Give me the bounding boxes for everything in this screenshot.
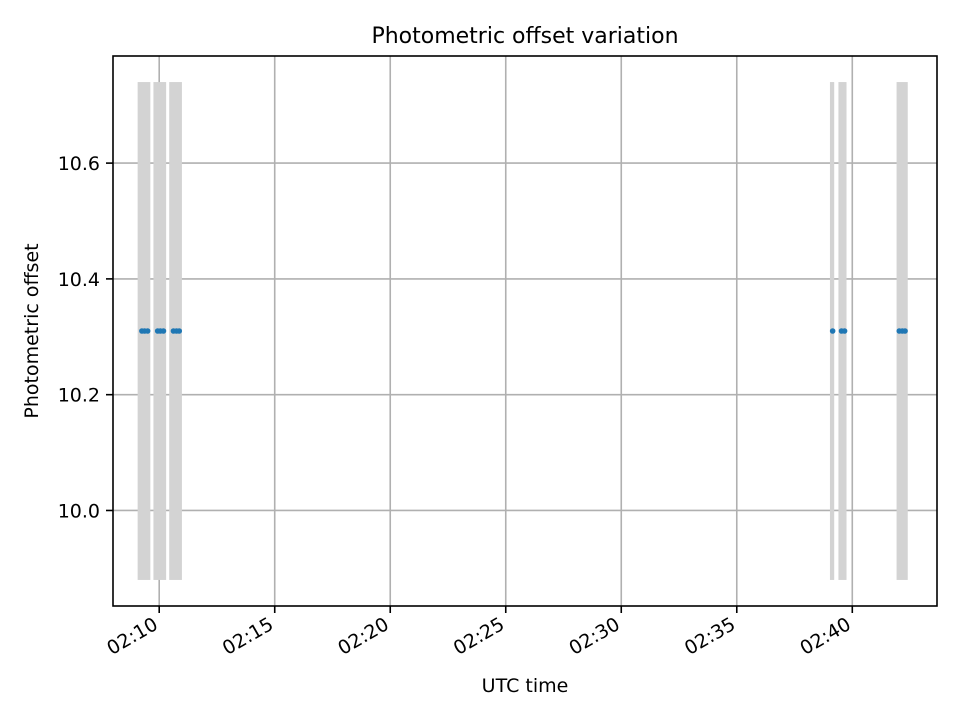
y-tick-label: 10.4 (58, 269, 100, 291)
data-point (902, 328, 908, 334)
y-tick-label: 10.0 (58, 500, 100, 522)
data-point (841, 328, 848, 334)
data-point (176, 328, 183, 334)
x-axis-label: UTC time (482, 675, 569, 697)
data-point (144, 328, 151, 334)
y-axis-label: Photometric offset (21, 243, 43, 418)
data-point (829, 328, 836, 334)
y-tick-label: 10.6 (58, 153, 100, 175)
plot-area: 02:10 02:15 02:20 02:25 02:30 02:35 02:4010.01… (58, 55, 938, 660)
y-tick-label: 10.2 (58, 385, 100, 407)
data-point (160, 328, 167, 334)
axes-frame (112, 55, 938, 607)
chart-title: Photometric offset variation (371, 24, 678, 49)
